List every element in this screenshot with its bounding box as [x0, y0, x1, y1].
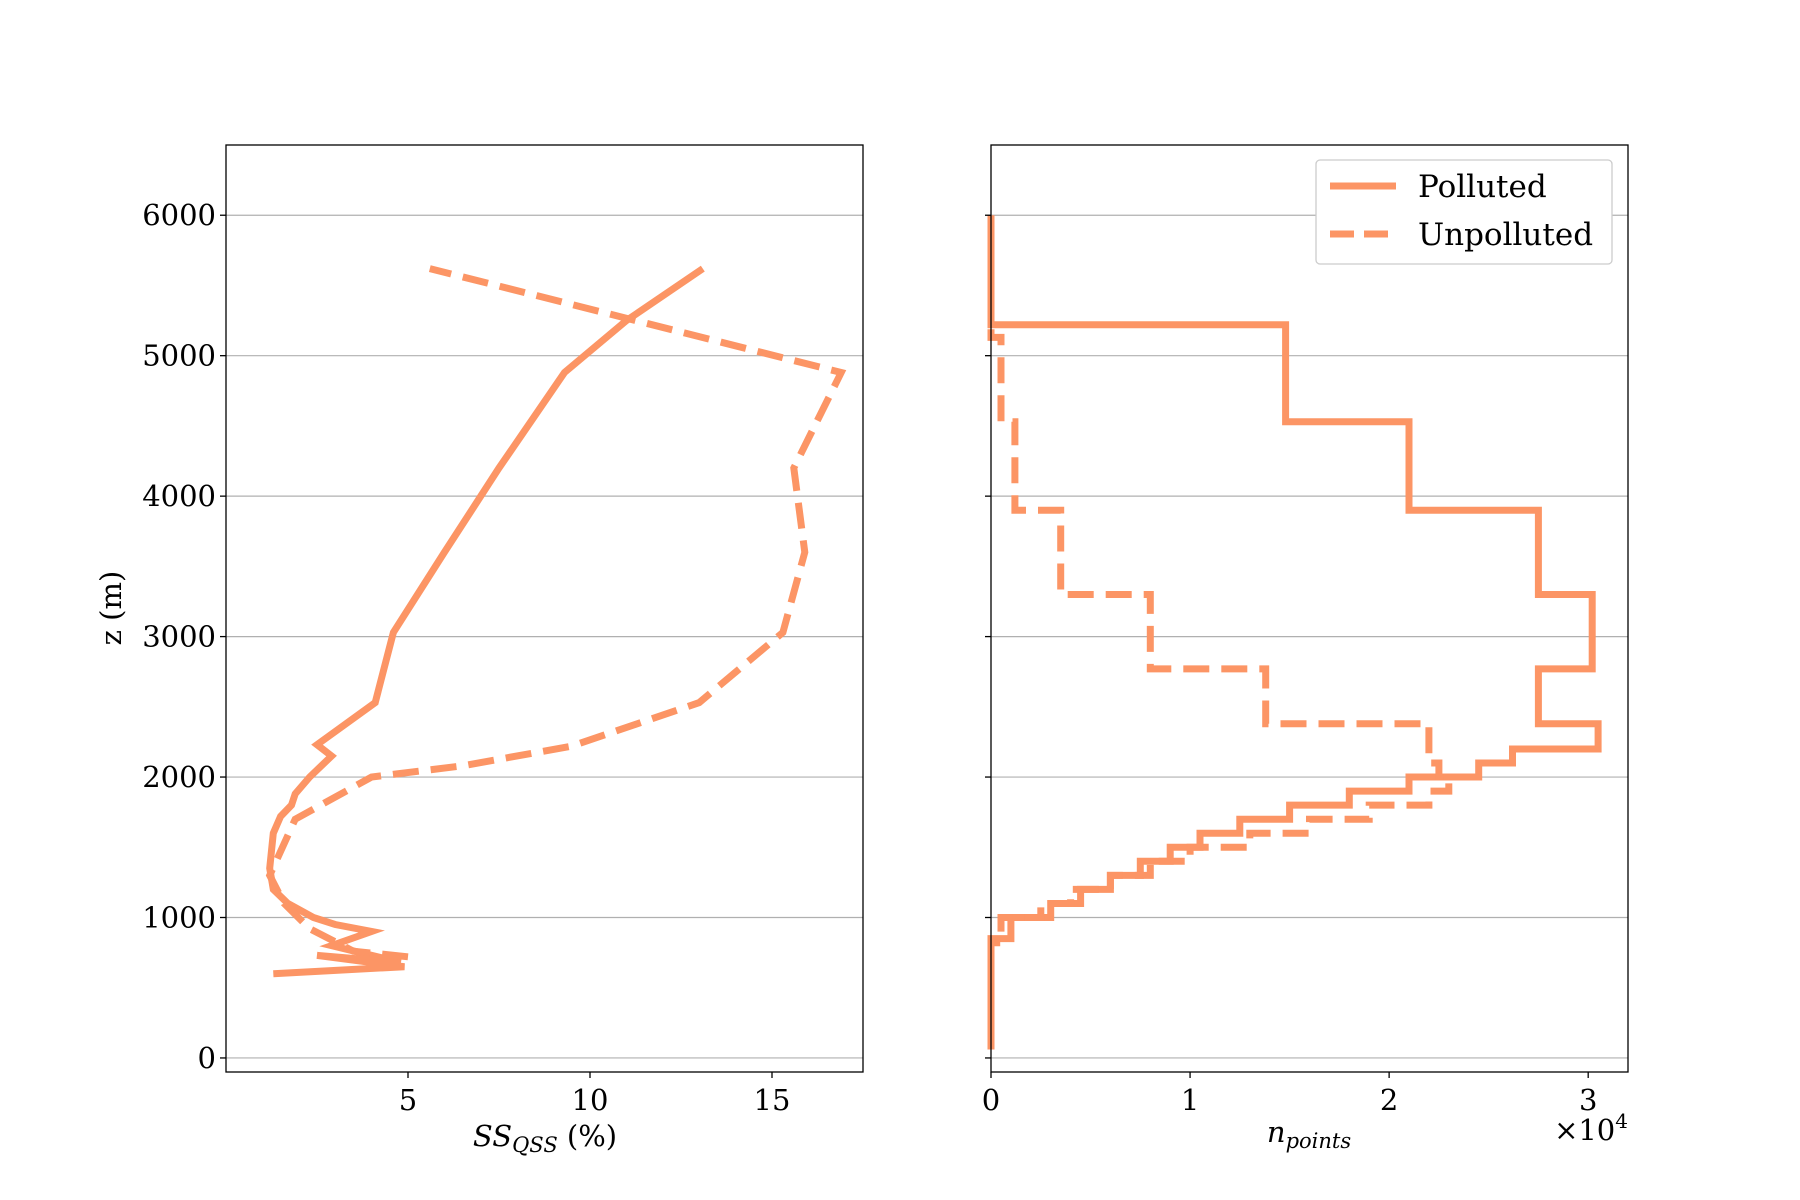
legend: Polluted Unpolluted [1315, 159, 1613, 265]
right-xtick-label-2: 2 [1380, 1083, 1398, 1117]
right-series-group [987, 215, 1602, 1050]
offset-text-exp: 4 [1615, 1109, 1628, 1133]
left-ytick-label-0: 0 [198, 1041, 216, 1075]
left-series-polluted [266, 265, 705, 978]
left-series-group [265, 265, 847, 978]
left-axes-frame [225, 144, 864, 1073]
right-histogram-unpolluted [987, 327, 1453, 960]
left-xtick-label-1: 10 [572, 1083, 609, 1117]
legend-polluted-label: Polluted [1418, 169, 1547, 205]
left-ytick-label-4: 4000 [142, 479, 216, 513]
left-ytick-label-2: 2000 [142, 760, 216, 794]
left-y-axis-label: z (m) [94, 571, 128, 646]
right-offset-text: ×104 [1554, 1109, 1628, 1147]
left-ticks: 0 1000 2000 3000 4000 5000 6000 5 10 15 [142, 198, 790, 1117]
legend-unpolluted-label: Unpolluted [1418, 217, 1593, 253]
left-series-unpolluted [265, 265, 847, 961]
left-ytick-label-1: 1000 [142, 901, 216, 935]
left-x-axis-label: SSQSS (%) [473, 1119, 617, 1157]
right-axes-frame [990, 144, 1629, 1073]
right-xtick-label-0: 0 [982, 1083, 1000, 1117]
left-panel-ss-profile: 0 1000 2000 3000 4000 5000 6000 5 10 15 z (m) SSQ… [94, 144, 864, 1157]
right-xtick-label-3: 3 [1579, 1083, 1597, 1117]
left-grid [226, 214, 863, 1059]
right-ticks: 0 1 2 3 [982, 214, 1597, 1117]
right-x-label-main: n [1267, 1115, 1286, 1149]
left-xtick-label-2: 15 [754, 1083, 791, 1117]
right-x-label-sub: points [1286, 1129, 1352, 1153]
right-x-axis-label: npoints [1267, 1115, 1351, 1153]
left-x-label-main: SS [473, 1119, 512, 1153]
left-ytick-label-6: 6000 [142, 198, 216, 232]
offset-text-base: ×10 [1554, 1113, 1615, 1147]
right-panel-histogram: 0 1 2 3 npoints ×104 Polluted Unpolluted [982, 144, 1629, 1153]
right-xtick-label-1: 1 [1181, 1083, 1199, 1117]
left-ytick-label-3: 3000 [142, 620, 216, 654]
left-x-label-sub: QSS [512, 1133, 558, 1157]
left-ytick-label-5: 5000 [142, 339, 216, 373]
left-x-label-suffix: (%) [558, 1119, 617, 1153]
left-xtick-label-0: 5 [399, 1083, 417, 1117]
